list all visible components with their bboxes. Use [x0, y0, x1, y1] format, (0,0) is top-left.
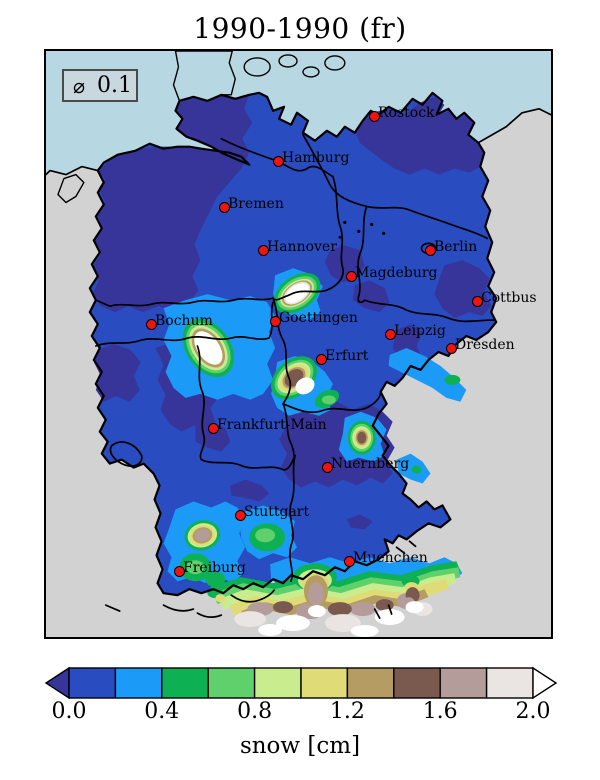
colorbar-segment	[439, 667, 488, 699]
city-dot	[316, 354, 327, 365]
city-dot	[344, 556, 355, 567]
city-dot	[258, 245, 269, 256]
city-dot	[385, 329, 396, 340]
coastline-details	[46, 107, 551, 619]
city-label: Bochum	[155, 313, 213, 329]
city-label: Dresden	[455, 337, 515, 353]
hotspot-sauerland	[182, 318, 234, 377]
hotspot-harz	[273, 272, 321, 314]
colorbar-tick: 2.0	[515, 699, 551, 724]
hotspot-thueringer-wald	[271, 356, 340, 408]
alps-snow-band	[207, 561, 461, 637]
city-dot	[174, 566, 185, 577]
city-label: Erfurt	[325, 348, 369, 364]
city-dot	[219, 202, 230, 213]
germany-border	[88, 91, 498, 597]
colorbar-segment	[207, 667, 256, 699]
city-label: Goettingen	[279, 310, 358, 326]
city-dot	[235, 510, 246, 521]
city-label: Berlin	[434, 239, 478, 255]
page-title: 1990-1990 (fr)	[193, 12, 407, 45]
colorbar-tick: 0.8	[237, 699, 273, 724]
colorbar-tick: 0.0	[51, 699, 87, 724]
colorbar	[44, 666, 558, 700]
colorbar-label: snow [cm]	[239, 733, 361, 759]
city-label: Muenchen	[353, 550, 428, 566]
city-dot	[270, 316, 281, 327]
city-label: Hamburg	[282, 150, 350, 166]
city-label: Rostock	[378, 105, 435, 121]
city-dot	[369, 111, 380, 122]
hotspot-schwarzwald	[184, 520, 221, 551]
hotspot-muenchen-sued	[293, 563, 337, 618]
green-patches	[179, 374, 461, 588]
city-dot	[446, 343, 457, 354]
city-label: Bremen	[228, 196, 284, 212]
city-dot	[425, 245, 436, 256]
city-label: Hannover	[267, 239, 337, 255]
colorbar-segment	[114, 667, 163, 699]
city-dot	[346, 271, 357, 282]
colorbar-over-arrow	[532, 666, 558, 700]
snow-hotspots	[182, 272, 376, 618]
colorbar-segment	[393, 667, 441, 699]
colorbar-ticks: 0.0 0.4 0.8 1.2 1.6 2.0	[40, 701, 562, 729]
colorbar-segment	[68, 667, 117, 699]
hotspot-fichtelgebirge	[347, 420, 376, 455]
diameter-icon: ⌀	[73, 73, 86, 98]
city-dot	[273, 156, 284, 167]
city-dot	[146, 319, 157, 330]
city-label: Leipzig	[394, 323, 446, 339]
city-label: Freiburg	[183, 560, 246, 576]
city-label: Magdeburg	[355, 265, 438, 281]
city-dot	[322, 462, 333, 473]
colorbar-segment	[485, 667, 534, 699]
colorbar-under-arrow	[44, 666, 70, 700]
city-label: Cottbus	[481, 290, 537, 306]
city-dot	[208, 423, 219, 434]
colorbar-segment	[253, 667, 302, 699]
colorbar-segment	[346, 667, 395, 699]
city-label: Frankfurt-Main	[217, 417, 327, 433]
city-markers: Rostock Hamburg Bremen Hannover Berlin Magdeb…	[46, 51, 551, 637]
city-label: Stuttgart	[244, 504, 310, 520]
colorbar-segment	[161, 667, 209, 699]
colorbar-tick: 1.2	[329, 699, 365, 724]
colorbar-segment	[300, 667, 349, 699]
state-borders	[94, 133, 496, 583]
mean-value-box: ⌀ 0.1	[62, 69, 138, 102]
ijsselmeer	[57, 173, 85, 204]
colorbar-tick: 0.4	[144, 699, 180, 724]
colorbar-tick: 1.6	[422, 699, 458, 724]
city-dot	[472, 296, 483, 307]
mean-value: 0.1	[97, 73, 133, 98]
map-figure: ⌀ 0.1 Rostock Hamburg Bremen Hannover Berlin…	[44, 49, 553, 639]
map-svg	[46, 51, 551, 637]
city-label: Nuernberg	[331, 456, 410, 472]
lakes	[338, 220, 386, 239]
